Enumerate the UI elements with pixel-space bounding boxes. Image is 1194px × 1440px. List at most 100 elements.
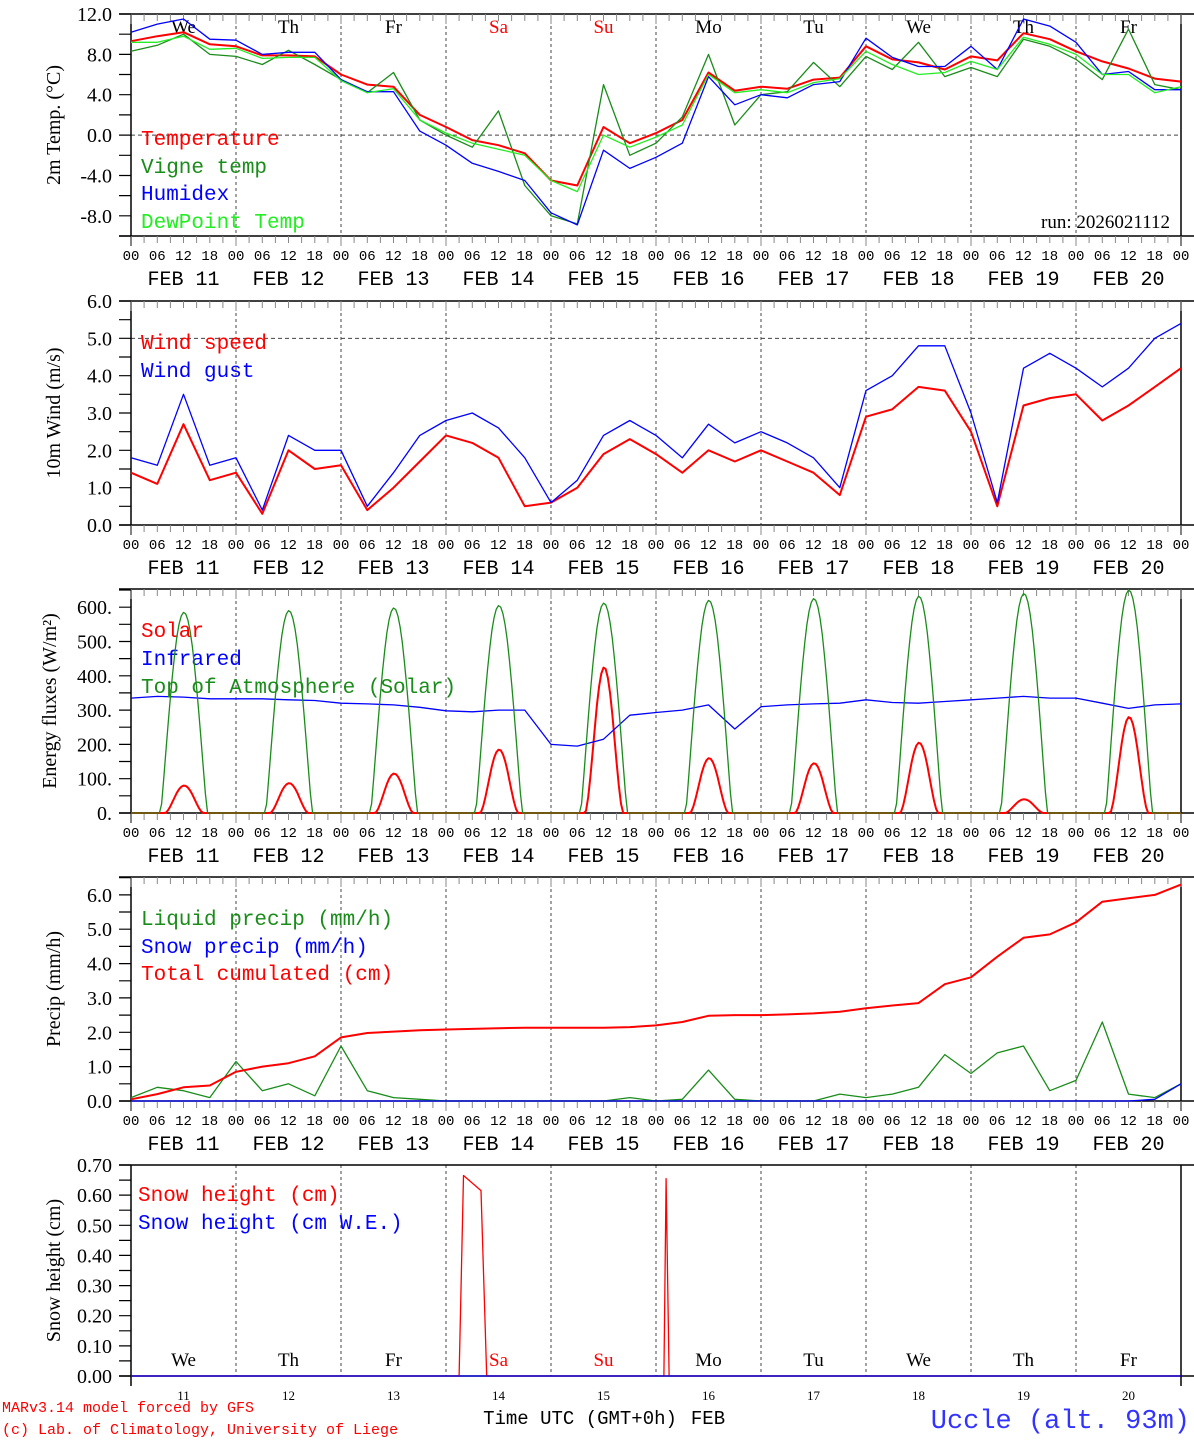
y-tick-label: 600. — [77, 597, 112, 619]
series-line-vigne-temp — [130, 28, 1182, 225]
y-tick-label: 0.10 — [77, 1336, 112, 1358]
x-hour-label: 00 — [963, 249, 980, 265]
y-tick-label: 6.0 — [87, 885, 112, 907]
x-hour-label: 12 — [1015, 538, 1032, 554]
panel-5: 0.70 0.60 0.50 0.40 0.30 0.20 0.10 0.00 Snow hei… — [43, 1155, 1194, 1403]
series-line-infrared — [130, 695, 1182, 747]
x-hour-label: 00 — [963, 826, 980, 842]
y-axis-title: Precip (mm/h) — [43, 931, 65, 1047]
legend-label: Top of Atmosphere (Solar) — [141, 677, 456, 700]
x-hour-label: 06 — [989, 1114, 1006, 1130]
x-hour-label: 00 — [543, 826, 560, 842]
x-hour-label: 00 — [1173, 826, 1190, 842]
y-ticks — [119, 877, 131, 1102]
x-hour-label: 18 — [516, 1114, 533, 1130]
x-hour-label: 06 — [149, 826, 166, 842]
x-hour-label: 12 — [490, 1114, 507, 1130]
y-tick-label: 5.0 — [87, 919, 112, 941]
x-hour-label: 18 — [516, 826, 533, 842]
x-hour-label: 00 — [753, 826, 770, 842]
x-hour-label: 00 — [123, 538, 140, 554]
x-hour-label: 18 — [1041, 1114, 1058, 1130]
x-hour-label: 00 — [438, 1114, 455, 1130]
x-hour-label: 06 — [674, 826, 691, 842]
x-minor-ticks — [130, 301, 1182, 535]
x-hour-label: 12 — [1015, 826, 1032, 842]
lab-credit: (c) Lab. of Climatology, University of L… — [2, 1422, 398, 1439]
x-hour-label: 06 — [464, 538, 481, 554]
y-axis-title: Snow height (cm) — [43, 1199, 65, 1342]
y-tick-label: 6.0 — [87, 291, 112, 313]
x-hour-label: 06 — [674, 249, 691, 265]
x-hour-label: 18 — [936, 249, 953, 265]
x-hour-label: 12 — [910, 249, 927, 265]
y-ticks — [119, 300, 131, 526]
day-number-label: 17 — [807, 1388, 821, 1403]
day-name-label: Sa — [489, 17, 509, 38]
day-name-label: Tu — [803, 1350, 824, 1371]
x-hour-label: 06 — [884, 1114, 901, 1130]
y-tick-label: 0.20 — [77, 1306, 112, 1328]
legend-label: Humidex — [141, 184, 229, 207]
day-name-label: Mo — [695, 1350, 721, 1371]
legend-label: Wind gust — [141, 361, 254, 384]
series-line-dewpoint-temp — [131, 35, 1182, 193]
y-tick-label: 0. — [97, 803, 112, 825]
x-hour-label: 00 — [753, 538, 770, 554]
x-date-label: FEB 20 — [1092, 846, 1164, 869]
x-hour-label: 00 — [543, 1114, 560, 1130]
x-hour-label: 00 — [123, 249, 140, 265]
run-label: run: 2026021112 — [1041, 212, 1170, 233]
x-hour-label: 12 — [385, 826, 402, 842]
x-date-label: FEB 16 — [672, 1134, 744, 1157]
x-hour-label: 00 — [438, 249, 455, 265]
x-date-label: FEB 16 — [672, 558, 744, 581]
x-date-label: FEB 19 — [987, 846, 1059, 869]
x-hour-label: 12 — [175, 1114, 192, 1130]
y-tick-label: 3.0 — [87, 988, 112, 1010]
y-tick-label: 0.0 — [87, 125, 112, 147]
x-date-label: FEB 11 — [147, 558, 219, 581]
y-tick-label: 12.0 — [77, 4, 112, 26]
legend-label: Snow precip (mm/h) — [141, 937, 368, 960]
series-line-snow-precip-mm-h- — [131, 1083, 1182, 1102]
x-hour-label: 00 — [228, 1114, 245, 1130]
x-hour-label: 00 — [543, 249, 560, 265]
x-hour-label: 12 — [490, 826, 507, 842]
x-date-label: FEB 17 — [777, 558, 849, 581]
x-date-label: FEB 18 — [882, 558, 954, 581]
day-name-label: We — [171, 1350, 196, 1371]
x-hour-label: 12 — [385, 249, 402, 265]
y-axis-title: 10m Wind (m/s) — [43, 347, 65, 478]
x-hour-label: 06 — [779, 826, 796, 842]
x-hour-label: 00 — [333, 249, 350, 265]
day-name-label: Fr — [1120, 1350, 1138, 1371]
x-date-label: FEB 13 — [357, 846, 429, 869]
x-date-label: FEB 19 — [987, 1134, 1059, 1157]
x-hour-label: 12 — [700, 826, 717, 842]
x-hour-label: 18 — [201, 826, 218, 842]
day-name-label: We — [906, 1350, 931, 1371]
x-hour-label: 06 — [779, 249, 796, 265]
x-hour-label: 00 — [648, 249, 665, 265]
x-hour-label: 12 — [595, 538, 612, 554]
x-hour-label: 18 — [936, 826, 953, 842]
x-date-label: FEB 12 — [252, 846, 324, 869]
x-hour-label: 06 — [254, 1114, 271, 1130]
x-hour-label: 06 — [149, 249, 166, 265]
legend-label: Liquid precip (mm/h) — [141, 909, 393, 932]
y-tick-label: 4.0 — [87, 954, 112, 976]
x-hour-label: 18 — [306, 826, 323, 842]
x-date-label: FEB 17 — [777, 269, 849, 292]
x-hour-label: 06 — [569, 1114, 586, 1130]
x-hour-label: 00 — [228, 538, 245, 554]
day-name-label: Tu — [803, 17, 824, 38]
time-axis-label: Time UTC (GMT+0h) — [483, 1408, 677, 1430]
x-hour-label: 12 — [1015, 249, 1032, 265]
day-number-label: 13 — [387, 1388, 400, 1403]
x-date-label: FEB 14 — [462, 269, 534, 292]
x-hour-label: 06 — [1094, 826, 1111, 842]
day-name-label: Fr — [1120, 17, 1138, 38]
x-hour-label: 00 — [858, 249, 875, 265]
panel-4: 6.0 5.0 4.0 3.0 2.0 1.0 0.0 Precip (mm/h) 00 06 12… — [43, 876, 1194, 1157]
